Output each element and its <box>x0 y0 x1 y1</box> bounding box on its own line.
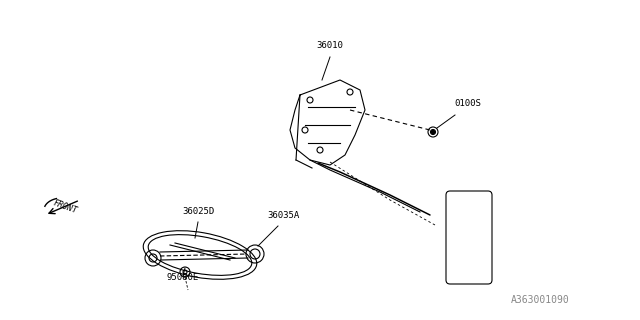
Text: 36035A: 36035A <box>267 211 299 220</box>
Ellipse shape <box>148 235 252 276</box>
Text: 95080E: 95080E <box>167 273 199 282</box>
Text: 36010: 36010 <box>317 41 344 50</box>
Text: FRONT: FRONT <box>52 198 78 215</box>
Circle shape <box>431 130 435 134</box>
FancyBboxPatch shape <box>446 191 492 284</box>
Ellipse shape <box>143 231 257 279</box>
Text: 0100S: 0100S <box>454 99 481 108</box>
Text: A363001090: A363001090 <box>511 295 570 305</box>
Text: 36025D: 36025D <box>182 207 214 216</box>
